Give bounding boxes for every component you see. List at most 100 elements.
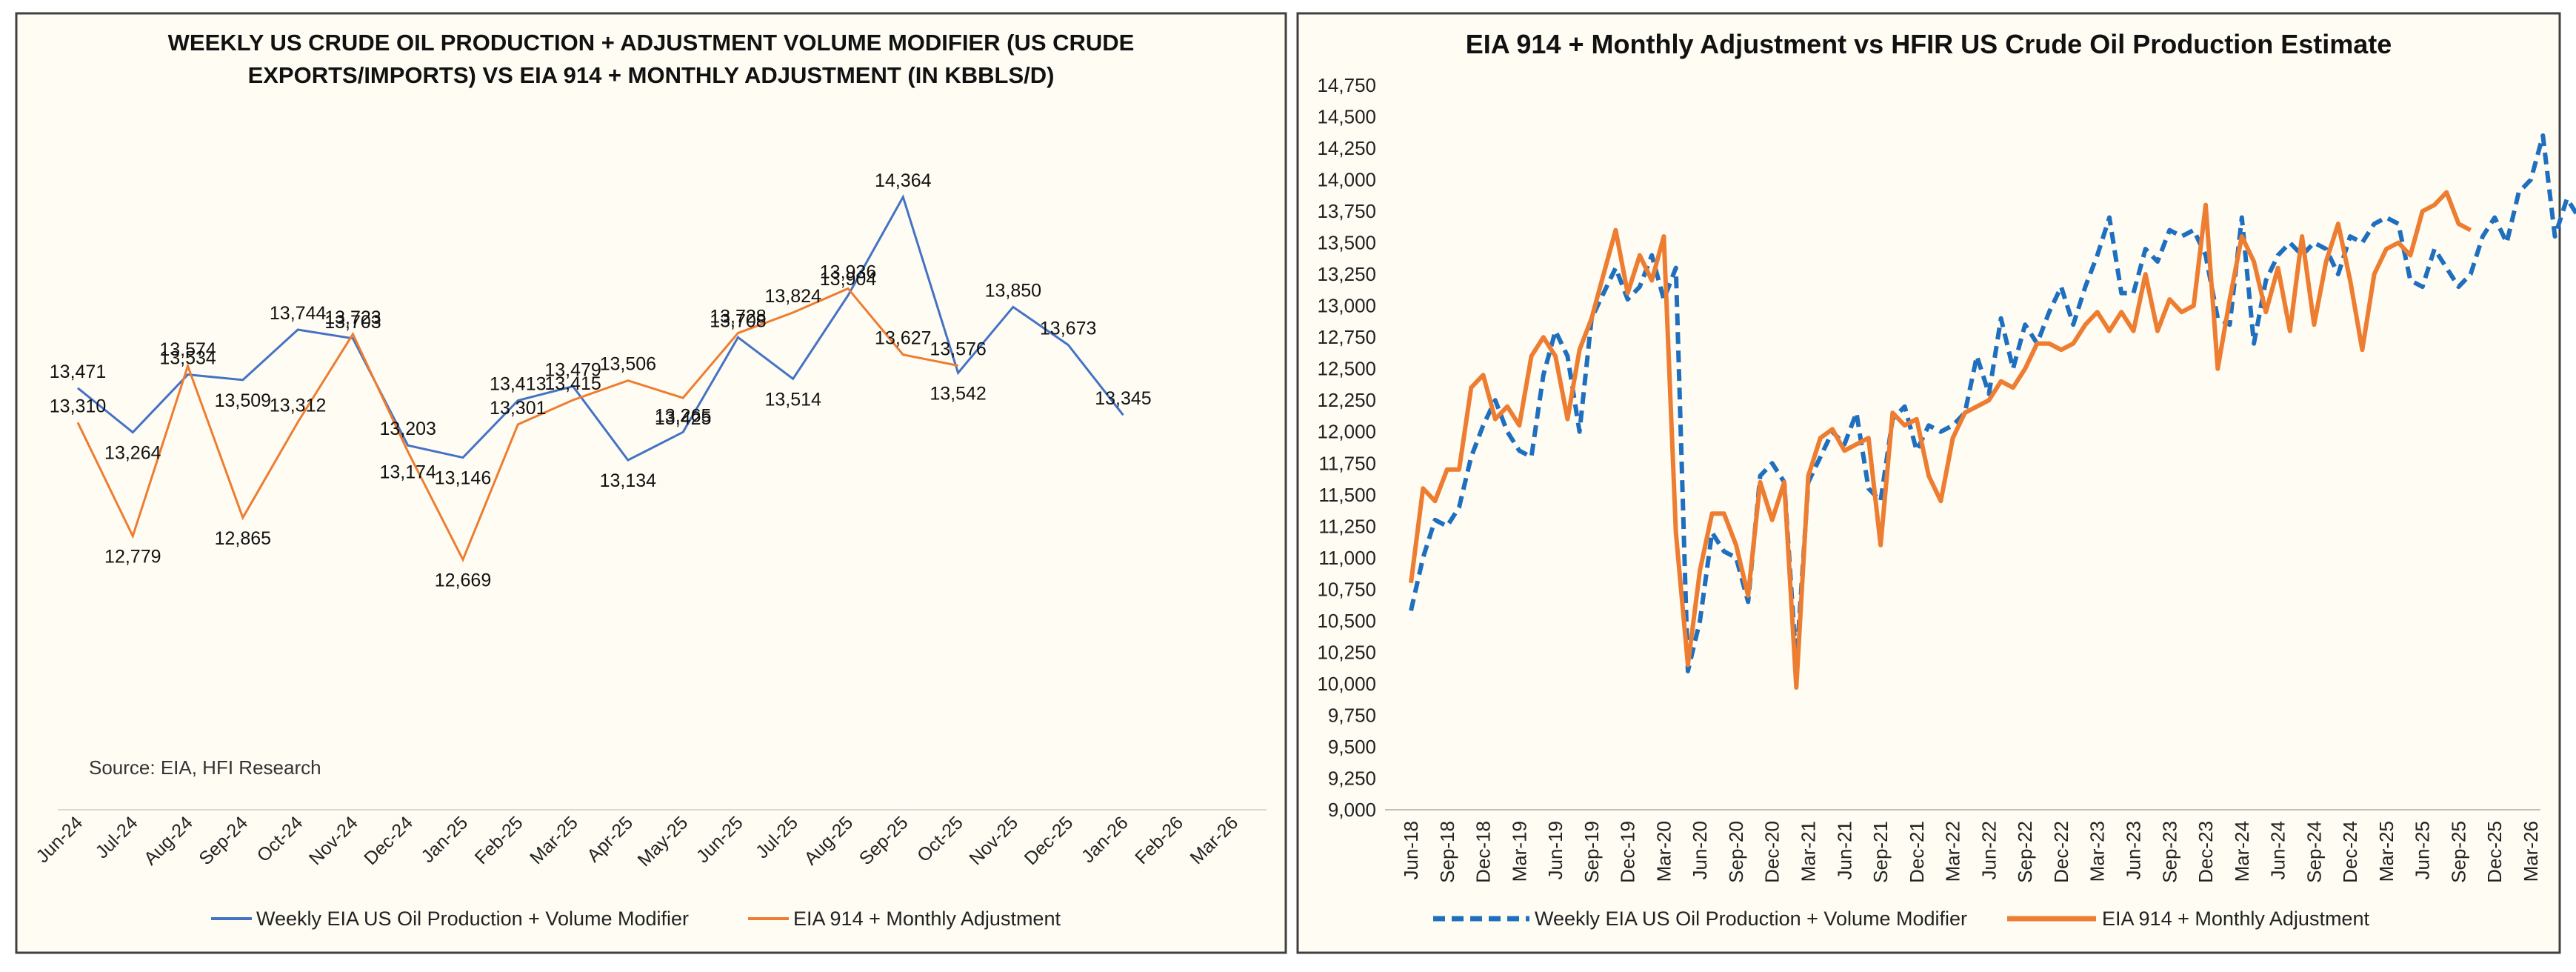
left-series-line-eia xyxy=(76,287,958,563)
right-y-tick-label: 9,000 xyxy=(1328,799,1376,821)
right-y-tick-label: 11,000 xyxy=(1318,547,1376,569)
left-chart-title-line-2: EXPORTS/IMPORTS) VS EIA 914 + MONTHLY AD… xyxy=(248,62,1055,88)
right-x-tick-label: Dec-21 xyxy=(1906,821,1928,883)
left-data-label-eia: 13,574 xyxy=(159,339,216,360)
left-data-label-weekly: 13,514 xyxy=(764,389,821,410)
left-data-label-weekly: 13,345 xyxy=(1095,388,1151,409)
right-legend-eia-label: EIA 914 + Monthly Adjustment xyxy=(2102,908,2369,930)
left-data-label-weekly: 13,471 xyxy=(50,362,106,382)
right-x-tick-label: Sep-20 xyxy=(1725,821,1747,883)
left-chart-title-line-1: WEEKLY US CRUDE OIL PRODUCTION + ADJUSTM… xyxy=(168,30,1135,56)
right-y-tick-label: 14,250 xyxy=(1317,137,1376,159)
left-data-label-eia: 13,506 xyxy=(600,354,656,375)
left-data-label-eia: 13,301 xyxy=(490,398,546,419)
right-x-tick-label: Mar-20 xyxy=(1652,821,1675,882)
left-data-label-weekly: 13,479 xyxy=(544,359,601,380)
left-legend: Weekly EIA US Oil Production + Volume Mo… xyxy=(211,908,1061,930)
right-y-tick-label: 13,750 xyxy=(1317,200,1376,222)
right-x-tick-label: Sep-18 xyxy=(1436,821,1458,883)
right-x-tick-label: Jun-21 xyxy=(1833,821,1855,880)
left-data-label-weekly: 13,264 xyxy=(104,443,161,464)
left-series-line-weekly xyxy=(77,194,1124,462)
left-data-label-eia: 13,576 xyxy=(930,339,986,359)
right-plot-area xyxy=(1409,133,2576,690)
right-x-tick-label: Mar-24 xyxy=(2231,821,2253,882)
right-x-tick-label: Mar-26 xyxy=(2520,821,2542,882)
left-data-label-eia: 13,415 xyxy=(544,373,601,394)
right-x-tick-label: Mar-21 xyxy=(1798,821,1820,882)
left-data-label-weekly: 14,364 xyxy=(875,170,932,191)
right-x-tick-label: Dec-19 xyxy=(1617,821,1639,883)
left-data-label-weekly: 13,703 xyxy=(324,312,381,333)
right-y-tick-label: 10,500 xyxy=(1317,610,1376,632)
left-data-label-eia: 13,627 xyxy=(875,328,931,349)
right-x-tick-labels: Jun-18 Sep-18 Dec-18 Mar-19 Jun-19 Sep-19 Dec-… xyxy=(1400,821,2542,883)
right-x-tick-label: Sep-25 xyxy=(2447,821,2469,883)
left-data-label-eia: 13,174 xyxy=(379,462,436,483)
left-data-label-eia: 12,669 xyxy=(435,570,491,590)
right-y-tick-label: 14,000 xyxy=(1317,169,1376,191)
right-x-tick-label: Dec-22 xyxy=(2050,821,2072,883)
left-chart-panel xyxy=(15,12,1287,954)
right-y-tick-label: 14,750 xyxy=(1317,74,1376,96)
left-data-label-weekly: 13,509 xyxy=(215,390,271,411)
right-chart-panel xyxy=(1296,12,2561,954)
left-data-label-eia: 13,310 xyxy=(50,396,106,416)
left-data-label-weekly: 13,134 xyxy=(600,470,657,491)
right-y-tick-label: 9,750 xyxy=(1328,704,1376,726)
right-x-tick-label: Jun-20 xyxy=(1689,821,1711,880)
right-y-tick-label: 9,500 xyxy=(1328,736,1376,758)
left-data-label-eia: 13,728 xyxy=(710,307,766,327)
right-x-tick-label: Sep-24 xyxy=(2303,821,2325,883)
right-series-line-weekly xyxy=(1409,133,2576,673)
right-x-tick-label: Jun-25 xyxy=(2412,821,2434,880)
left-legend-eia-label: EIA 914 + Monthly Adjustment xyxy=(793,908,1061,930)
right-x-tick-label: Sep-21 xyxy=(1869,821,1892,883)
right-series-line-eia xyxy=(1409,190,2472,690)
left-data-label-weekly: 13,708 xyxy=(710,310,766,331)
right-x-tick-label: Dec-25 xyxy=(2483,821,2506,883)
left-data-label-eia: 13,824 xyxy=(764,286,821,307)
right-x-tick-label: Jun-18 xyxy=(1400,821,1422,880)
right-x-tick-label: Dec-23 xyxy=(2195,821,2217,883)
right-legend: Weekly EIA US Oil Production + Volume Mo… xyxy=(1433,908,2369,930)
right-y-tick-label: 10,000 xyxy=(1317,673,1376,695)
left-data-label-eia: 12,779 xyxy=(104,547,161,567)
left-data-label-weekly: 13,673 xyxy=(1040,318,1096,339)
right-y-tick-label: 10,750 xyxy=(1317,578,1376,600)
right-y-tick-label: 12,250 xyxy=(1317,389,1376,411)
left-data-label-weekly: 13,146 xyxy=(435,468,491,489)
left-data-label-weekly: 13,850 xyxy=(985,280,1041,301)
right-y-tick-label: 12,750 xyxy=(1317,326,1376,348)
left-data-label-weekly: 13,904 xyxy=(820,269,877,290)
left-data-label-eia: 12,865 xyxy=(215,528,271,549)
right-x-tick-label: Jun-24 xyxy=(2267,821,2289,880)
right-y-tick-label: 12,000 xyxy=(1317,421,1376,443)
right-y-tick-label: 9,250 xyxy=(1328,767,1376,789)
left-data-label-weekly: 13,534 xyxy=(159,348,216,369)
right-y-tick-label: 13,250 xyxy=(1317,263,1376,285)
right-y-tick-label: 11,500 xyxy=(1318,484,1376,506)
right-y-tick-label: 11,750 xyxy=(1318,452,1376,474)
left-data-label-eia: 13,425 xyxy=(655,408,711,429)
right-x-tick-label: Jun-19 xyxy=(1544,821,1566,880)
source-note: Source: EIA, HFI Research xyxy=(89,756,321,779)
right-x-tick-label: Dec-18 xyxy=(1472,821,1495,883)
left-data-label-weekly: 13,744 xyxy=(270,303,327,324)
left-data-label-weekly: 13,265 xyxy=(655,405,711,426)
right-y-tick-label: 10,250 xyxy=(1317,641,1376,663)
left-legend-weekly-label: Weekly EIA US Oil Production + Volume Mo… xyxy=(256,908,689,930)
right-x-tick-label: Sep-23 xyxy=(2158,821,2180,883)
right-x-tick-label: Dec-24 xyxy=(2339,821,2361,883)
right-x-tick-label: Jun-22 xyxy=(1978,821,2000,880)
right-x-tick-label: Dec-20 xyxy=(1761,821,1783,883)
left-data-label-weekly: 13,413 xyxy=(490,374,546,395)
right-legend-weekly-label: Weekly EIA US Oil Production + Volume Mo… xyxy=(1535,908,1967,930)
left-data-label-eia: 13,936 xyxy=(820,262,876,283)
left-data-label-eia: 13,312 xyxy=(270,396,326,416)
right-y-tick-label: 11,250 xyxy=(1318,515,1376,537)
right-y-tick-label: 13,000 xyxy=(1317,295,1376,317)
right-x-tick-label: Sep-22 xyxy=(2014,821,2036,883)
